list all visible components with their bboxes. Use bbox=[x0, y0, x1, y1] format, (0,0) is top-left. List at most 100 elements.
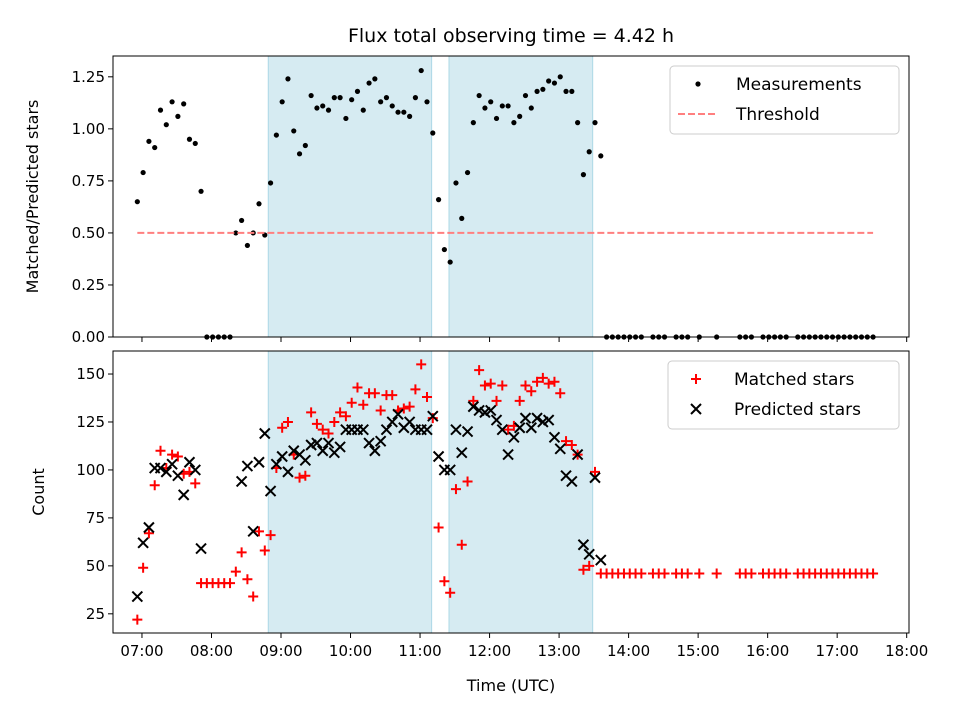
matched-stars-point bbox=[358, 399, 369, 410]
y-tick-label: 1.00 bbox=[72, 120, 105, 138]
matched-stars-point bbox=[543, 378, 554, 389]
predicted-stars-point bbox=[595, 554, 607, 566]
observing-window-1 bbox=[267, 55, 433, 338]
measurements-point bbox=[314, 105, 320, 111]
measurements-point bbox=[464, 169, 471, 176]
matched-stars-point bbox=[329, 416, 340, 427]
measurements-point bbox=[424, 99, 430, 105]
legend-matched-stars-swatch bbox=[691, 374, 701, 384]
chart-title: Flux total observing time = 4.42 h bbox=[348, 25, 674, 47]
y-tick-label: 1.25 bbox=[72, 68, 105, 86]
measurements-point bbox=[748, 334, 755, 340]
measurements-point bbox=[592, 120, 598, 126]
matched-stars-point bbox=[561, 436, 572, 447]
matched-stars-point bbox=[143, 528, 154, 539]
predicted-stars-point bbox=[432, 450, 445, 463]
predicted-stars-point bbox=[485, 404, 497, 417]
legend-entry-label: Predicted stars bbox=[734, 400, 861, 420]
matched-stars-point bbox=[138, 562, 149, 573]
measurements-point bbox=[401, 109, 407, 115]
measurements-point bbox=[291, 128, 297, 134]
measurements-point bbox=[337, 95, 343, 101]
matched-stars-point bbox=[317, 424, 328, 435]
measurements-point bbox=[441, 246, 447, 253]
measurements-point bbox=[215, 334, 222, 340]
predicted-stars-point bbox=[276, 450, 288, 463]
measurements-point bbox=[557, 74, 563, 80]
measurements-point bbox=[661, 334, 668, 340]
x-tick-label: 13:00 bbox=[537, 642, 580, 660]
matched-stars-point bbox=[352, 382, 363, 393]
predicted-stars-point bbox=[386, 416, 398, 428]
y-tick-label: 50 bbox=[86, 557, 105, 575]
observing-window-1 bbox=[267, 350, 433, 634]
measurements-point bbox=[140, 169, 146, 176]
measurements-point bbox=[389, 103, 395, 109]
x-tick-label: 09:00 bbox=[259, 642, 302, 660]
predicted-stars-point bbox=[496, 423, 509, 436]
measurements-point bbox=[656, 334, 662, 340]
measurements-point bbox=[841, 334, 847, 340]
matched-stars-point bbox=[450, 484, 461, 495]
matched-stars-point bbox=[294, 472, 305, 483]
matched-stars-point bbox=[578, 564, 589, 575]
predicted-stars-point bbox=[392, 408, 404, 421]
measurements-point bbox=[210, 334, 216, 340]
matched-stars-point bbox=[410, 384, 421, 395]
x-tick-label: 07:00 bbox=[120, 642, 163, 660]
matched-stars-point bbox=[242, 574, 253, 585]
measurements-point bbox=[511, 120, 517, 126]
measurements-point bbox=[227, 334, 233, 340]
measurements-point bbox=[267, 180, 274, 186]
matched-stars-point bbox=[682, 568, 693, 579]
measurements-point bbox=[800, 334, 807, 340]
measurements-point bbox=[569, 88, 575, 94]
matched-stars-point bbox=[694, 568, 705, 579]
matched-stars-point bbox=[474, 365, 485, 376]
predicted-stars-point bbox=[247, 525, 259, 538]
bottom-series bbox=[131, 359, 879, 625]
matched-stars-point bbox=[248, 591, 259, 602]
x-tick-label: 10:00 bbox=[329, 642, 372, 660]
predicted-stars-point bbox=[508, 431, 520, 444]
matched-stars-point bbox=[462, 476, 473, 487]
measurements-point bbox=[378, 99, 384, 105]
matched-stars-point bbox=[369, 388, 380, 399]
measurements-point bbox=[285, 76, 291, 82]
flux-ratio-panel: Flux total observing time = 4.42 h Match… bbox=[23, 25, 910, 346]
measurements-point bbox=[696, 334, 702, 340]
measurements-point bbox=[447, 259, 453, 265]
matched-stars-point bbox=[433, 522, 444, 533]
y-tick-label: 125 bbox=[76, 413, 105, 431]
y-tick-label: 0.00 bbox=[72, 328, 105, 346]
matched-stars-point bbox=[456, 539, 467, 550]
measurements-point bbox=[615, 334, 621, 340]
matched-stars-point bbox=[781, 568, 792, 579]
predicted-stars-point bbox=[490, 414, 503, 426]
predicted-stars-point bbox=[282, 466, 294, 478]
measurements-point bbox=[302, 142, 308, 149]
bottom-y-ticks: 25 50 75 100 125 150 bbox=[76, 365, 113, 623]
measurements-point bbox=[163, 122, 169, 128]
predicted-stars-point bbox=[566, 475, 578, 488]
measurements-point bbox=[795, 334, 801, 340]
measurements-point bbox=[308, 92, 314, 99]
matched-stars-point bbox=[253, 526, 264, 537]
matched-stars-point bbox=[566, 440, 577, 450]
matched-stars-point bbox=[265, 530, 276, 541]
matched-stars-point bbox=[537, 372, 548, 383]
measurements-point bbox=[575, 120, 581, 126]
measurements-point bbox=[621, 334, 627, 340]
matched-stars-point bbox=[491, 395, 502, 406]
measurements-point bbox=[870, 334, 876, 340]
legend-frame bbox=[667, 360, 900, 430]
measurements-point bbox=[586, 149, 592, 155]
measurements-point bbox=[598, 153, 604, 159]
predicted-stars-point bbox=[154, 462, 167, 474]
measurements-point bbox=[743, 334, 749, 340]
top-series bbox=[134, 67, 876, 340]
predicted-stars-point bbox=[519, 412, 532, 424]
matched-stars-point bbox=[445, 587, 456, 598]
matched-stars-point bbox=[149, 480, 160, 491]
measurements-point bbox=[493, 115, 500, 122]
